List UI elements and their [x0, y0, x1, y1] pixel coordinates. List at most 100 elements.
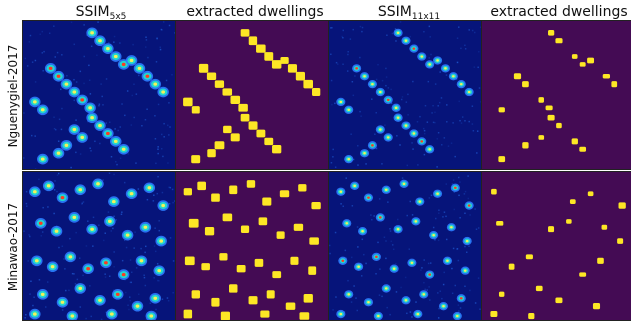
extracted-dwelling	[298, 184, 307, 192]
extracted-dwelling	[571, 54, 578, 59]
extracted-dwelling	[211, 193, 220, 202]
panel-nguenygiel-ssim-5x5	[22, 20, 176, 170]
mask-background	[482, 172, 631, 320]
extracted-dwelling	[290, 256, 299, 265]
panel-minawao-ssim-5x5	[22, 171, 176, 321]
extracted-dwelling	[201, 263, 210, 271]
extracted-dwelling	[188, 218, 199, 228]
extracted-dwelling	[547, 114, 555, 121]
extracted-dwelling	[271, 60, 282, 69]
extracted-dwelling	[256, 44, 266, 53]
extracted-dwelling	[219, 253, 228, 261]
extracted-dwelling	[309, 237, 319, 245]
extracted-dwelling	[223, 125, 232, 134]
extracted-dwelling	[183, 188, 192, 196]
extracted-dwelling	[308, 266, 317, 275]
extracted-dwelling	[498, 156, 506, 163]
extracted-dwelling	[617, 238, 624, 244]
extracted-dwelling	[191, 155, 201, 164]
extracted-dwelling	[569, 199, 576, 204]
column-title-extracted-dwellings-2: extracted dwellings	[490, 4, 628, 20]
extracted-dwelling	[248, 36, 258, 46]
extracted-dwelling	[248, 121, 258, 130]
extracted-dwelling	[184, 256, 195, 266]
extracted-dwelling	[264, 137, 274, 146]
ssim-background	[329, 172, 481, 320]
extracted-dwelling	[535, 285, 543, 292]
extracted-dwelling	[587, 57, 595, 64]
extracted-dwelling	[262, 197, 272, 206]
extracted-dwelling	[240, 29, 250, 37]
ssim-background	[329, 21, 481, 169]
extracted-dwelling	[236, 265, 246, 273]
extracted-dwelling	[256, 129, 266, 138]
extracted-dwelling	[579, 62, 586, 67]
extracted-dwelling	[597, 257, 604, 264]
panel-nguenygiel-extracted-2	[481, 20, 631, 170]
extracted-dwelling	[287, 64, 298, 73]
extracted-dwelling	[545, 105, 553, 111]
column-title-ssim-5x5: SSIM5x5	[75, 4, 127, 22]
extracted-dwelling	[490, 311, 498, 318]
extracted-dwelling	[183, 309, 193, 319]
extracted-dwelling	[508, 263, 515, 270]
extracted-dwelling	[522, 81, 529, 88]
extracted-dwelling	[260, 310, 270, 318]
extracted-dwelling	[602, 73, 611, 79]
extracted-dwelling	[579, 272, 587, 277]
extracted-dwelling	[303, 293, 313, 303]
extracted-dwelling	[230, 133, 240, 142]
panel-minawao-ssim-11x11	[328, 171, 482, 321]
column-title-extracted-dwellings-1: extracted dwellings	[186, 4, 324, 20]
extracted-dwelling	[556, 122, 562, 129]
extracted-dwelling	[197, 181, 207, 191]
extracted-dwelling	[183, 97, 193, 107]
column-title-ssim-11x11: SSIM11x11	[377, 4, 441, 22]
extracted-dwelling	[587, 191, 594, 197]
panel-minawao-extracted-2	[481, 171, 631, 321]
extracted-dwelling	[240, 225, 250, 233]
extracted-dwelling	[548, 226, 555, 233]
extracted-dwelling	[491, 188, 497, 195]
extracted-dwelling	[303, 79, 313, 89]
extracted-dwelling	[522, 142, 529, 149]
mask-background	[176, 172, 328, 320]
extracted-dwelling	[538, 135, 545, 140]
extracted-dwelling	[206, 72, 217, 81]
row-label-nguenygiel: Nguenygiel-2017	[6, 44, 20, 148]
extracted-dwelling	[266, 290, 275, 299]
extracted-dwelling	[579, 146, 587, 152]
extracted-dwelling	[566, 219, 572, 224]
extracted-dwelling	[254, 258, 264, 267]
extracted-dwelling	[248, 296, 258, 305]
extracted-dwelling	[498, 291, 505, 297]
extracted-dwelling	[191, 290, 200, 299]
extracted-dwelling	[528, 312, 535, 320]
panel-nguenygiel-ssim-11x11	[328, 20, 482, 170]
extracted-dwelling	[258, 217, 268, 226]
extracted-dwelling	[496, 221, 504, 226]
extracted-dwelling	[246, 180, 256, 188]
row-label-minawao: Minawao-2017	[6, 202, 20, 292]
extracted-dwelling	[525, 254, 533, 260]
mask-background	[482, 21, 631, 169]
mask-background	[176, 21, 328, 169]
extracted-dwelling	[571, 138, 578, 145]
extracted-dwelling	[299, 312, 310, 320]
extracted-dwelling	[229, 185, 238, 195]
extracted-dwelling	[191, 106, 200, 114]
extracted-dwelling	[293, 223, 304, 231]
extracted-dwelling	[513, 73, 522, 80]
extracted-dwelling	[272, 145, 282, 154]
extracted-dwelling	[230, 95, 241, 104]
extracted-dwelling	[592, 303, 601, 310]
extracted-dwelling	[238, 103, 248, 112]
extracted-dwelling	[214, 80, 225, 88]
extracted-dwelling	[204, 227, 215, 236]
extracted-dwelling	[222, 213, 233, 222]
extracted-dwelling	[538, 97, 544, 103]
extracted-dwelling	[198, 63, 209, 73]
panel-minawao-extracted-1	[175, 171, 329, 321]
extracted-dwelling	[240, 113, 250, 122]
extracted-dwelling	[548, 29, 555, 36]
